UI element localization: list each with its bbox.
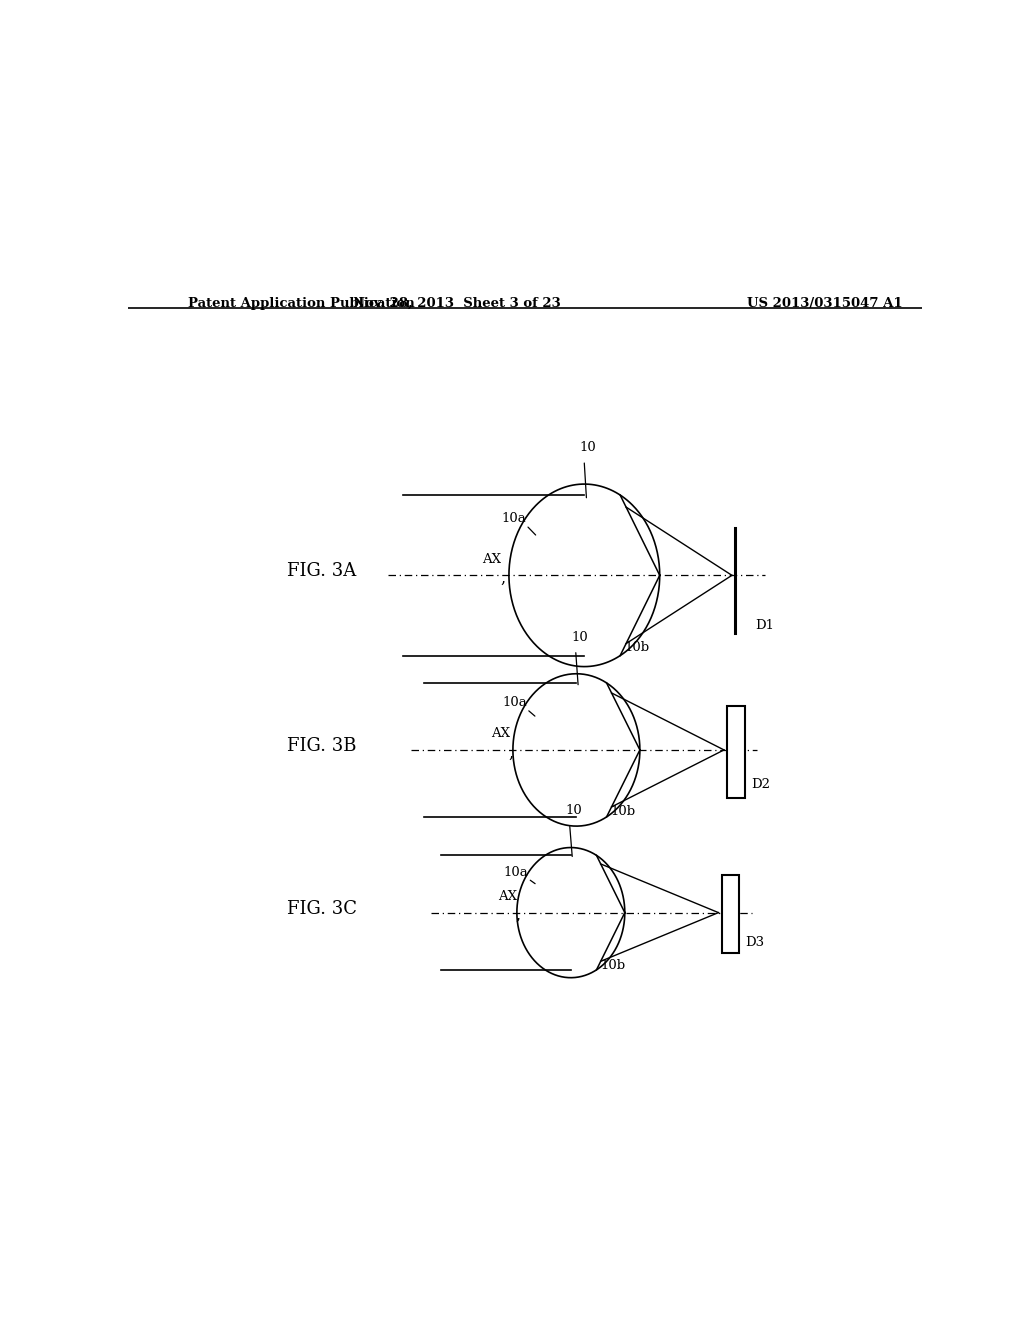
Text: 10b: 10b bbox=[610, 805, 636, 818]
Text: 10a: 10a bbox=[502, 696, 526, 709]
Text: 10a: 10a bbox=[503, 866, 528, 879]
Text: AX: AX bbox=[498, 890, 517, 903]
Text: FIG. 3C: FIG. 3C bbox=[287, 900, 356, 917]
Text: AX: AX bbox=[490, 727, 510, 741]
Text: ,: , bbox=[508, 744, 513, 762]
Text: US 2013/0315047 A1: US 2013/0315047 A1 bbox=[748, 297, 902, 310]
Text: FIG. 3A: FIG. 3A bbox=[287, 562, 356, 581]
Text: 10: 10 bbox=[580, 441, 596, 454]
Text: D3: D3 bbox=[745, 936, 765, 949]
Text: ,: , bbox=[500, 570, 505, 587]
Bar bbox=[727, 706, 744, 797]
Text: D2: D2 bbox=[751, 779, 770, 792]
Text: 10b: 10b bbox=[624, 642, 649, 653]
Text: AX: AX bbox=[482, 553, 502, 566]
Text: Nov. 28, 2013  Sheet 3 of 23: Nov. 28, 2013 Sheet 3 of 23 bbox=[353, 297, 561, 310]
Text: FIG. 3B: FIG. 3B bbox=[287, 737, 356, 755]
Bar bbox=[722, 875, 739, 953]
Text: 10: 10 bbox=[565, 804, 582, 817]
Text: 10a: 10a bbox=[502, 512, 526, 525]
Text: D1: D1 bbox=[755, 619, 774, 632]
Text: 10b: 10b bbox=[600, 960, 626, 973]
Text: ,: , bbox=[515, 907, 520, 924]
Text: 10: 10 bbox=[571, 631, 588, 644]
Text: Patent Application Publication: Patent Application Publication bbox=[187, 297, 415, 310]
